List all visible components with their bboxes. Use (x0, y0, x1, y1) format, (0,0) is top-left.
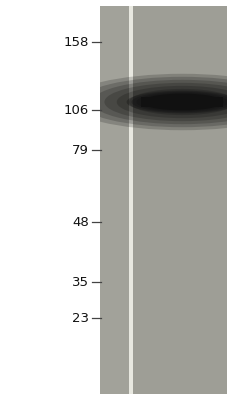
Bar (141, 97, 222, 107)
Ellipse shape (92, 80, 227, 124)
Text: 79: 79 (72, 144, 89, 156)
Text: 158: 158 (63, 36, 89, 48)
Ellipse shape (79, 77, 227, 127)
Ellipse shape (141, 94, 222, 110)
Ellipse shape (104, 83, 227, 121)
Bar (100, 6, 227, 394)
Ellipse shape (126, 90, 227, 114)
Text: 106: 106 (63, 104, 89, 116)
Ellipse shape (67, 74, 227, 130)
Ellipse shape (131, 92, 227, 112)
Bar (100, 6, 128, 394)
Bar (128, 6, 132, 394)
Text: 35: 35 (72, 276, 89, 288)
Ellipse shape (116, 86, 227, 118)
Text: 23: 23 (72, 312, 89, 324)
Bar (132, 6, 227, 394)
Bar (0, 0, 100, 400)
Text: 48: 48 (72, 216, 89, 228)
Ellipse shape (128, 89, 227, 115)
Ellipse shape (136, 92, 227, 112)
